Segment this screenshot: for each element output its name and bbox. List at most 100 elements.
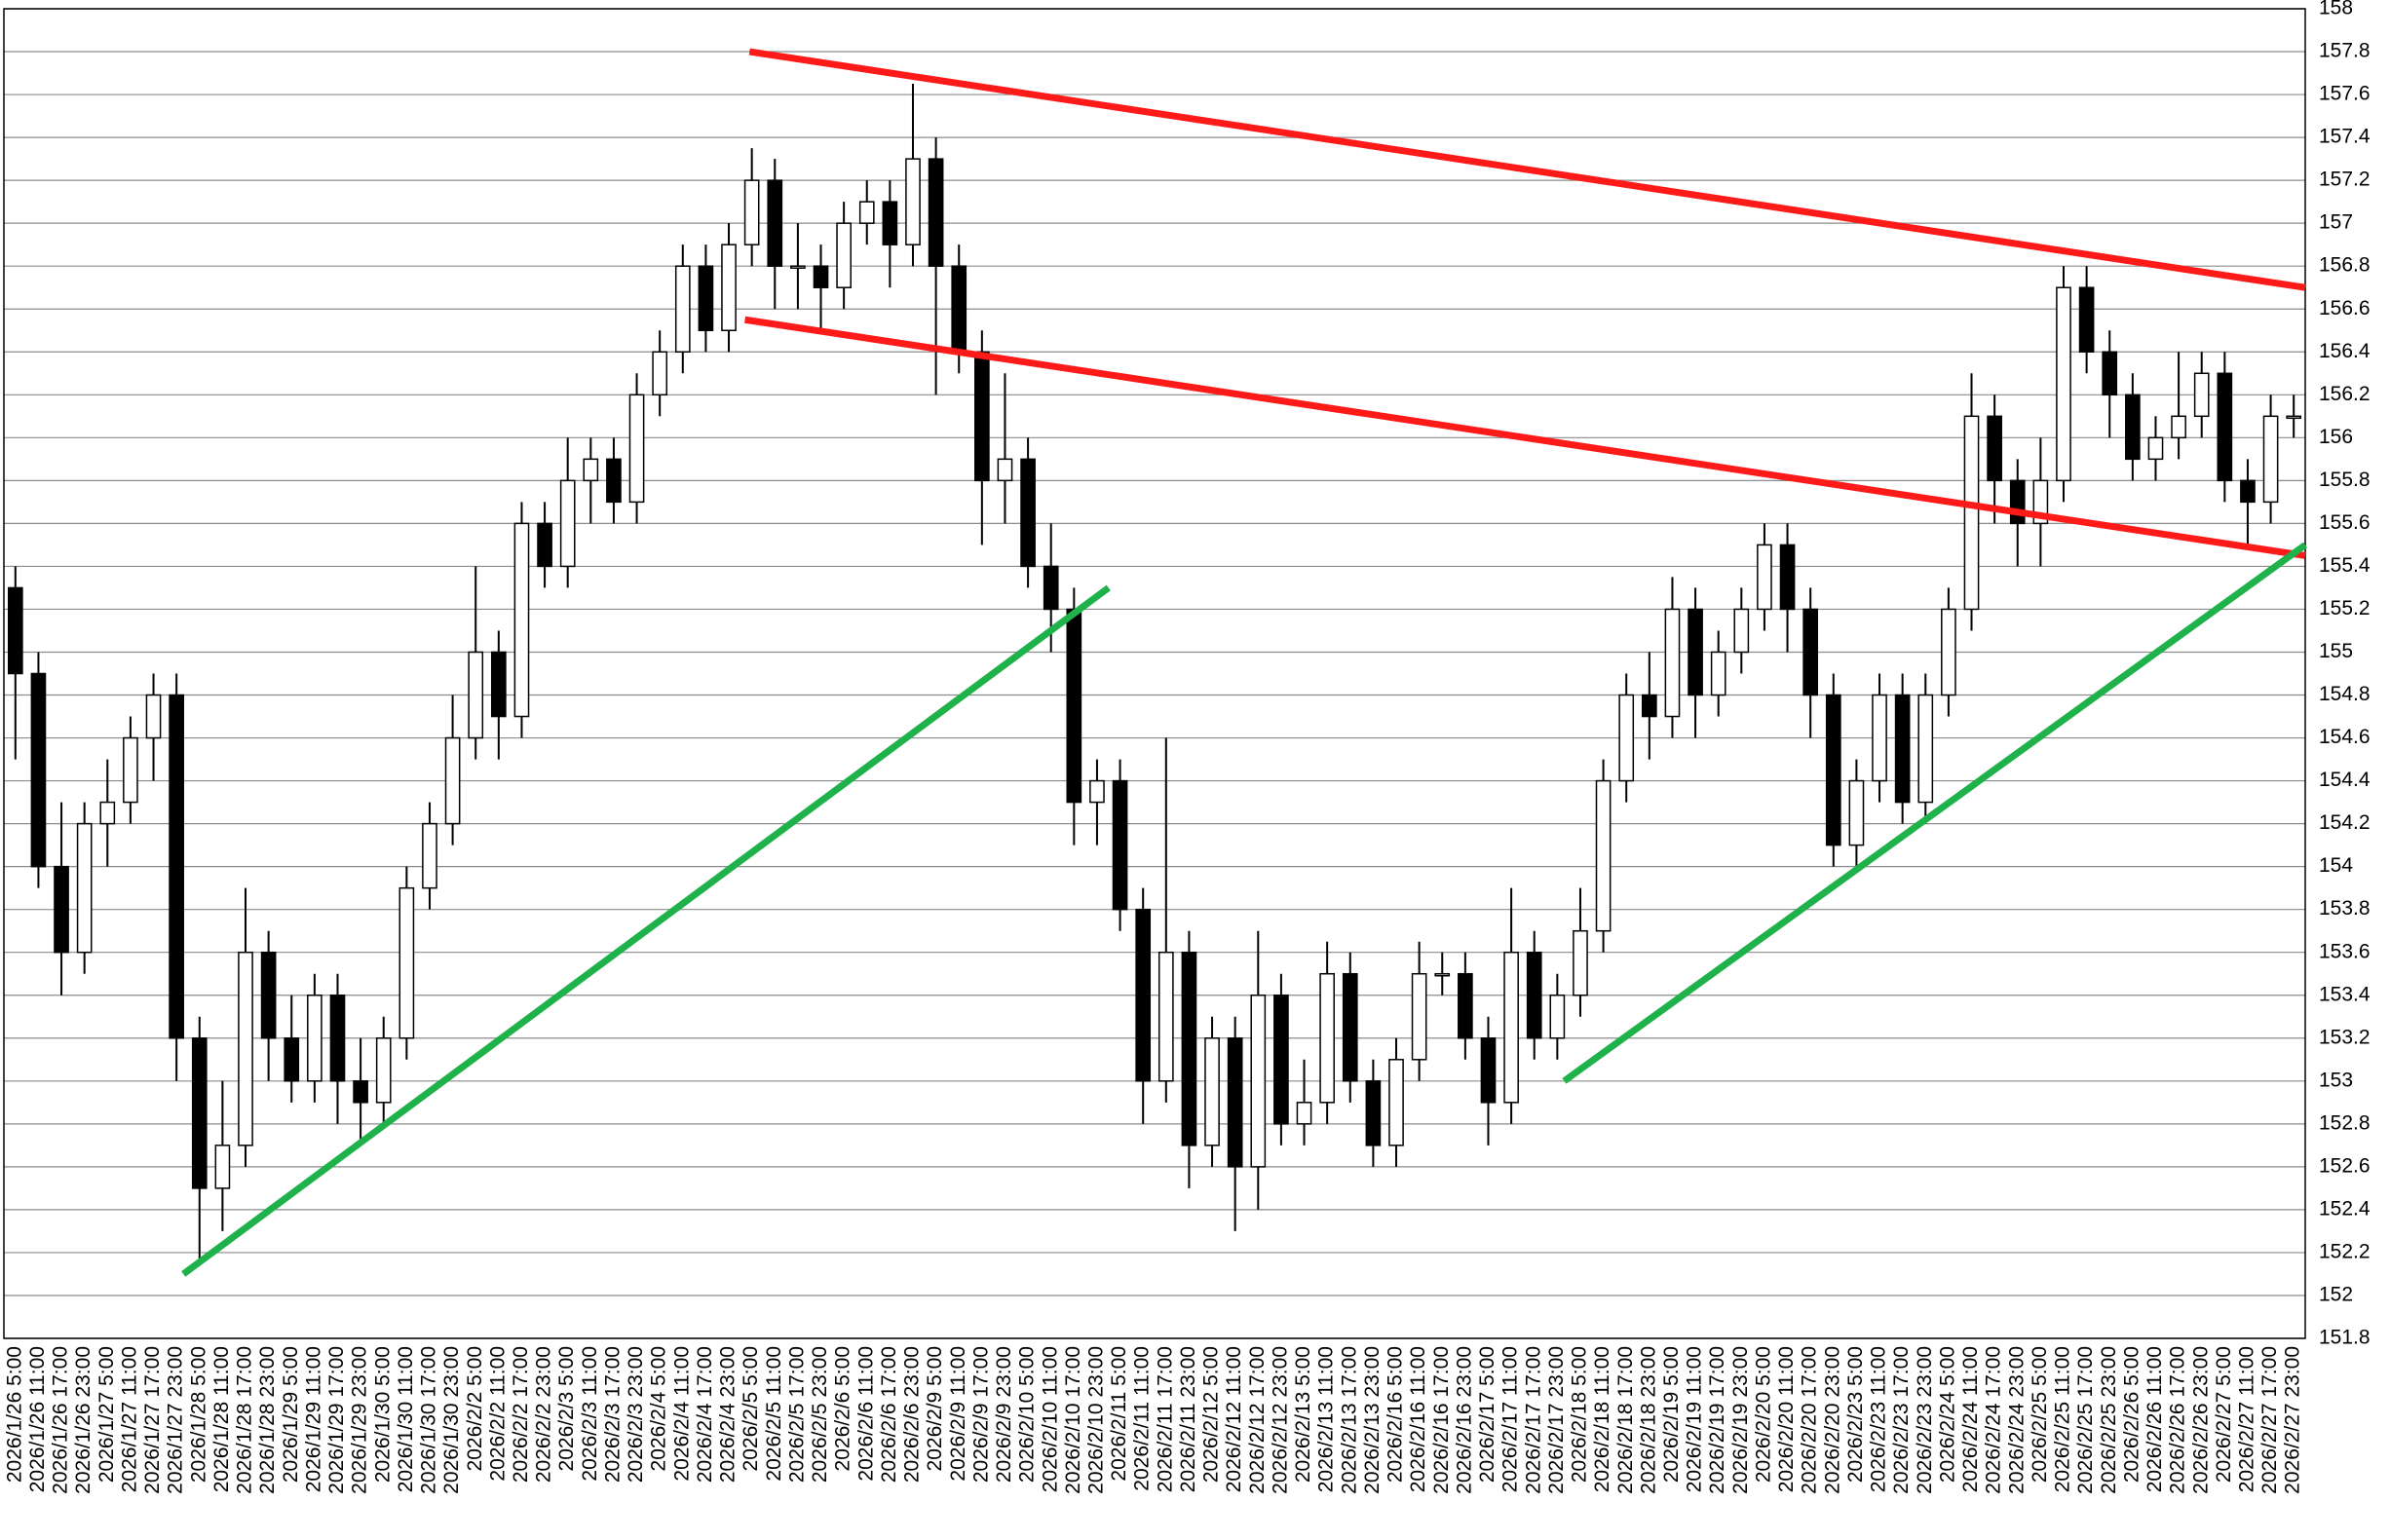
x-tick-label: 2026/2/20 5:00 [1752, 1346, 1774, 1483]
candle-body [7, 586, 23, 675]
y-tick-label: 156.6 [2319, 297, 2371, 319]
x-tick-label: 2026/2/9 5:00 [924, 1346, 946, 1471]
x-tick-label: 2026/2/27 23:00 [2282, 1346, 2304, 1494]
x-tick-label: 2026/2/23 11:00 [1868, 1346, 1890, 1492]
y-tick-label: 152.6 [2319, 1154, 2371, 1177]
x-tick-label: 2026/2/5 5:00 [740, 1346, 762, 1471]
candle-body [1894, 694, 1911, 804]
candle-body [606, 458, 622, 504]
y-tick-label: 153.6 [2319, 940, 2371, 962]
candle-body [1917, 694, 1934, 804]
candle-body [2171, 415, 2186, 439]
y-tick-label: 155.8 [2319, 469, 2371, 491]
x-tick-label: 2026/1/30 5:00 [371, 1346, 394, 1483]
candle-body [513, 522, 530, 718]
plot-frame [3, 8, 2306, 1339]
x-tick-label: 2026/2/17 23:00 [1545, 1346, 1568, 1494]
x-tick-label: 2026/1/28 23:00 [256, 1346, 279, 1494]
y-tick-label: 157 [2319, 211, 2353, 234]
x-tick-label: 2026/2/17 17:00 [1522, 1346, 1544, 1494]
x-tick-label: 2026/2/11 17:00 [1154, 1346, 1176, 1492]
x-tick-label: 2026/2/19 11:00 [1684, 1346, 1706, 1492]
candle-body [767, 179, 783, 267]
candle-body [2009, 479, 2026, 525]
candle-body [54, 865, 69, 954]
candle-body [375, 1037, 392, 1104]
y-tick-label: 154.2 [2319, 811, 2371, 834]
x-tick-label: 2026/1/29 11:00 [302, 1346, 324, 1492]
candle-body [468, 651, 484, 739]
candle-body [1779, 544, 1796, 611]
y-tick-label: 156.4 [2319, 340, 2371, 362]
candle-body [1273, 994, 1289, 1125]
x-tick-label: 2026/2/24 17:00 [1983, 1346, 2005, 1494]
candle-body [721, 244, 737, 331]
x-tick-label: 2026/2/13 23:00 [1361, 1346, 1384, 1494]
y-tick-label: 155.2 [2319, 597, 2371, 620]
candle-body [284, 1037, 300, 1082]
candle-body [1066, 608, 1082, 804]
candle-body [2240, 479, 2256, 504]
candle-body [1987, 415, 2002, 482]
candle-body [2217, 372, 2233, 482]
x-tick-label: 2026/2/9 23:00 [993, 1346, 1015, 1483]
candle-body [743, 179, 760, 245]
x-tick-label: 2026/2/10 17:00 [1062, 1346, 1084, 1494]
candle-body [444, 736, 461, 825]
trend-line [1562, 542, 2308, 1084]
y-tick-label: 154 [2319, 854, 2353, 877]
candle-body [1112, 779, 1128, 911]
x-tick-label: 2026/1/27 17:00 [141, 1346, 164, 1494]
candle-body [1388, 1059, 1404, 1146]
candle-body [698, 265, 714, 331]
x-tick-label: 2026/2/24 23:00 [2005, 1346, 2028, 1494]
x-tick-label: 2026/2/18 17:00 [1614, 1346, 1637, 1494]
x-tick-label: 2026/1/30 17:00 [418, 1346, 440, 1494]
x-tick-label: 2026/1/26 11:00 [26, 1346, 49, 1492]
x-tick-label: 2026/2/2 17:00 [510, 1346, 532, 1483]
y-tick-label: 157.2 [2319, 169, 2371, 191]
y-tick-label: 153.4 [2319, 983, 2371, 1005]
x-tick-label: 2026/2/6 23:00 [901, 1346, 924, 1483]
x-tick-label: 2026/2/5 17:00 [785, 1346, 808, 1483]
x-tick-label: 2026/2/23 23:00 [1914, 1346, 1936, 1494]
candle-body [1365, 1080, 1382, 1146]
x-tick-label: 2026/2/27 5:00 [2213, 1346, 2235, 1483]
candle-body [905, 158, 921, 245]
x-tick-label: 2026/2/12 17:00 [1246, 1346, 1269, 1494]
x-tick-label: 2026/2/13 17:00 [1338, 1346, 1360, 1494]
candle-body [836, 222, 852, 288]
candle-body [2102, 351, 2118, 396]
x-tick-label: 2026/2/24 11:00 [1959, 1346, 1982, 1492]
trend-line [748, 48, 2306, 291]
candle-body [2125, 394, 2141, 461]
candle-body [1204, 1037, 1220, 1146]
y-tick-label: 152.2 [2319, 1240, 2371, 1262]
x-tick-label: 2026/2/20 23:00 [1821, 1346, 1843, 1494]
x-tick-label: 2026/2/9 11:00 [947, 1346, 969, 1482]
candle-body [490, 651, 507, 718]
y-tick-label: 157.4 [2319, 126, 2371, 148]
candle-body [1802, 608, 1819, 696]
x-tick-label: 2026/1/27 23:00 [165, 1346, 187, 1494]
x-tick-label: 2026/2/3 11:00 [579, 1346, 601, 1482]
x-tick-label: 2026/2/6 5:00 [832, 1346, 854, 1471]
candle-body [1250, 994, 1267, 1168]
x-tick-label: 2026/1/26 5:00 [3, 1346, 25, 1483]
x-tick-label: 2026/2/16 5:00 [1385, 1346, 1407, 1483]
candle-body [260, 951, 277, 1039]
candle-body [652, 351, 668, 396]
candle-body [1664, 608, 1681, 718]
x-tick-label: 2026/2/10 23:00 [1084, 1346, 1107, 1494]
candle-body [1618, 694, 1635, 782]
x-tick-label: 2026/2/4 23:00 [717, 1346, 740, 1483]
x-tick-label: 2026/1/28 17:00 [234, 1346, 256, 1494]
candle-body [1480, 1037, 1497, 1104]
candle-body [951, 265, 967, 354]
x-tick-label: 2026/2/2 5:00 [464, 1346, 486, 1471]
x-tick-label: 2026/2/19 17:00 [1706, 1346, 1728, 1494]
x-tick-label: 2026/2/19 5:00 [1660, 1346, 1683, 1483]
candle-body [169, 694, 184, 1039]
candle-body [1526, 951, 1542, 1039]
